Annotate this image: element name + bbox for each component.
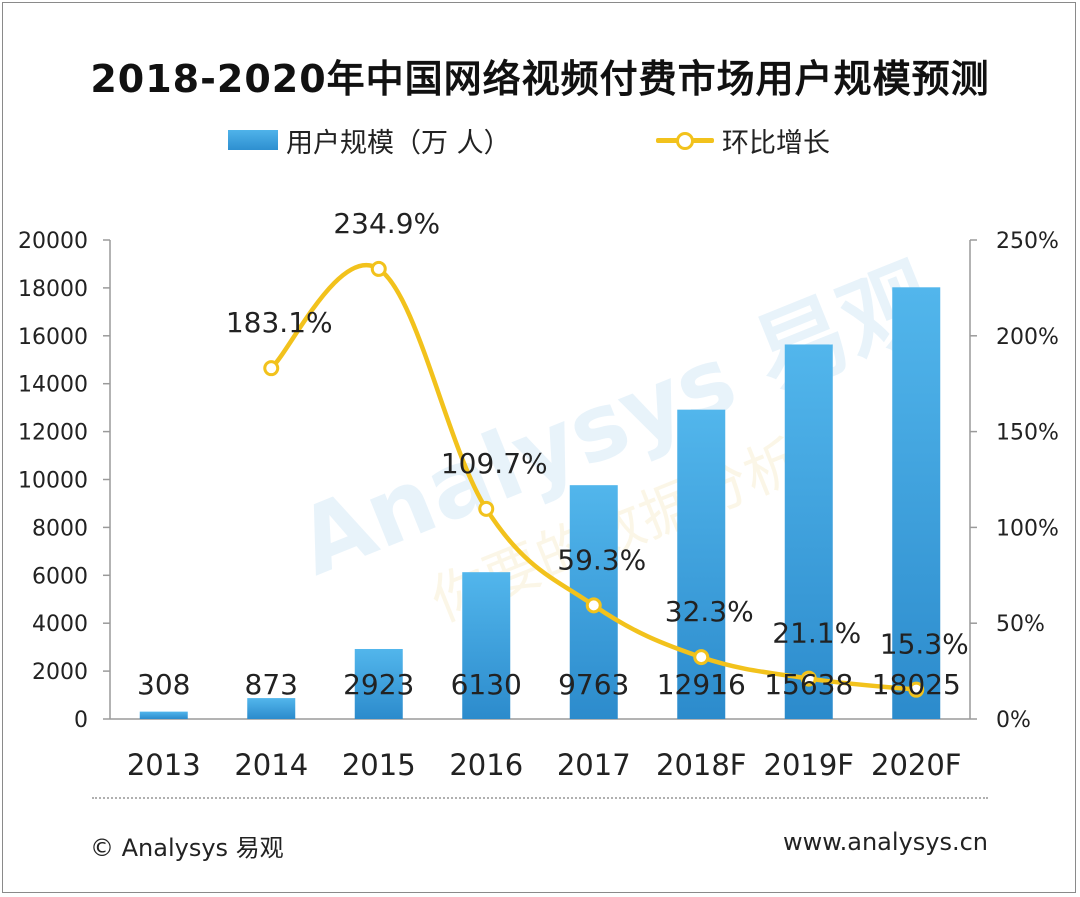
left-tick-label: 12000 — [18, 421, 88, 446]
legend-bar-label: 用户规模（万 人） — [286, 127, 511, 159]
growth-point — [478, 500, 495, 517]
growth-point — [908, 681, 925, 698]
bar-value-label: 15638 — [764, 668, 853, 701]
x-tick-label: 2016 — [449, 748, 523, 782]
chart-title: 2018-2020年中国网络视频付费市场用户规模预测 — [90, 57, 990, 101]
left-tick-label: 2000 — [32, 660, 88, 685]
x-tick-label: 2019F — [764, 748, 854, 782]
right-tick-label: 100% — [996, 516, 1059, 541]
left-tick-label: 8000 — [32, 516, 88, 541]
growth-point — [370, 260, 387, 277]
x-tick-label: 2017 — [557, 748, 631, 782]
footer-source: © Analysys 易观 — [90, 834, 284, 862]
growth-value-label: 234.9% — [333, 207, 440, 240]
x-tick-label: 2015 — [342, 748, 416, 782]
left-tick-label: 0 — [74, 708, 88, 733]
bar — [139, 711, 188, 719]
legend-item-line: 环比增长 — [656, 120, 830, 160]
growth-value-label: 15.3% — [880, 628, 969, 661]
right-tick-label: 250% — [996, 229, 1059, 254]
left-tick-label: 20000 — [18, 229, 88, 254]
left-tick-label: 10000 — [18, 469, 88, 494]
right-tick-label: 50% — [996, 612, 1045, 637]
footer-url: www.analysys.cn — [782, 828, 988, 856]
x-tick-label: 2014 — [234, 748, 308, 782]
legend-line-label: 环比增长 — [722, 127, 830, 159]
footer-divider — [92, 797, 988, 799]
growth-point — [800, 670, 817, 687]
bar-value-label: 873 — [245, 668, 298, 701]
growth-point — [263, 360, 280, 377]
growth-value-label: 59.3% — [557, 543, 646, 576]
growth-value-label: 109.7% — [441, 447, 548, 480]
legend-bar-swatch — [228, 130, 278, 150]
bar-value-label: 6130 — [451, 668, 522, 701]
growth-value-label: 183.1% — [226, 306, 333, 339]
legend-line-swatch — [656, 130, 714, 150]
right-tick-label: 150% — [996, 421, 1059, 446]
growth-value-label: 32.3% — [665, 595, 754, 628]
bar — [784, 344, 833, 719]
left-tick-label: 6000 — [32, 564, 88, 589]
bar-value-label: 12916 — [657, 668, 746, 701]
bar — [677, 409, 726, 719]
legend-item-bar: 用户规模（万 人） — [228, 120, 511, 160]
right-tick-label: 200% — [996, 325, 1059, 350]
x-tick-label: 2020F — [871, 748, 961, 782]
bar — [462, 572, 511, 719]
left-tick-label: 18000 — [18, 277, 88, 302]
growth-point — [693, 649, 710, 666]
growth-value-label: 21.1% — [772, 617, 861, 650]
bar-value-label: 9763 — [558, 668, 629, 701]
x-tick-label: 2018F — [656, 748, 746, 782]
left-tick-label: 14000 — [18, 373, 88, 398]
bar-value-label: 2923 — [343, 668, 414, 701]
bar-value-label: 18025 — [872, 668, 961, 701]
bar-value-label: 308 — [137, 668, 190, 701]
right-tick-label: 0% — [996, 708, 1031, 733]
bar — [354, 648, 403, 719]
x-tick-label: 2013 — [127, 748, 201, 782]
bar — [892, 287, 941, 719]
bar — [247, 698, 296, 719]
growth-point — [585, 597, 602, 614]
left-tick-label: 4000 — [32, 612, 88, 637]
left-tick-label: 16000 — [18, 325, 88, 350]
